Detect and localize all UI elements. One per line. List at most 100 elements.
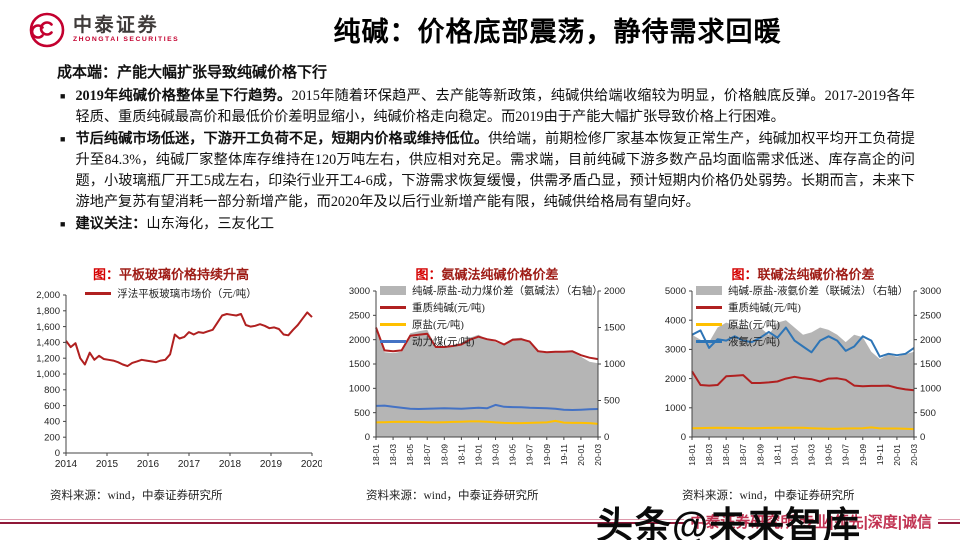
svg-text:2020: 2020 xyxy=(301,459,322,470)
footer-rule-right xyxy=(938,518,960,525)
svg-text:1500: 1500 xyxy=(349,359,370,370)
logo-name-cn: 中泰证券 xyxy=(73,15,160,37)
svg-text:19-09: 19-09 xyxy=(858,444,868,466)
svg-text:18-05: 18-05 xyxy=(405,444,415,466)
watermark: 头条@未来智库 xyxy=(596,505,862,540)
content-heading: 成本端：产能大幅扩张导致纯碱价格下行 xyxy=(57,65,328,81)
footer-rule-left xyxy=(0,518,685,525)
svg-text:600: 600 xyxy=(44,401,60,412)
svg-text:200: 200 xyxy=(44,432,60,443)
svg-text:19-07: 19-07 xyxy=(841,444,851,466)
svg-text:19-03: 19-03 xyxy=(491,444,501,466)
bullet-list: ■ 2019年纯碱价格整体呈下行趋势。2015年随着环保趋严、去产能等新政策，纯碱… xyxy=(57,86,915,235)
chart-legend: 浮法平板玻璃市场价（元/吨） xyxy=(20,286,322,301)
svg-text:1000: 1000 xyxy=(920,384,941,395)
chart-plot: 0 200 400 600 800 1,000 1,200 1,400 1,600 1,800 2,… xyxy=(20,281,323,486)
legend-label: 纯碱-原盐-动力煤价差（氨碱法）（右轴） xyxy=(412,286,603,297)
bullet-marker-icon: ■ xyxy=(60,219,66,230)
legend-line-swatch-icon xyxy=(380,340,406,343)
chart-title-prefix: 图： xyxy=(415,267,442,282)
svg-text:500: 500 xyxy=(354,408,370,419)
legend-label: 液氨(元/吨) xyxy=(728,337,780,348)
svg-text:2018: 2018 xyxy=(219,459,242,470)
legend-line-swatch-icon xyxy=(696,340,722,343)
svg-text:2500: 2500 xyxy=(920,311,941,322)
svg-text:1,800: 1,800 xyxy=(36,306,60,317)
legend-item: 原盐(元/吨) xyxy=(696,317,780,332)
footer: 中泰证券研究所 专业|领先|深度|诚信 xyxy=(0,511,960,532)
charts-row: 图：平板玻璃价格持续升高 浮法平板玻璃市场价（元/吨） 0 200 400 600 800 1… xyxy=(20,264,954,503)
chart-1: 图：平板玻璃价格持续升高 浮法平板玻璃市场价（元/吨） 0 200 400 600 800 1… xyxy=(20,264,323,503)
svg-text:20-01: 20-01 xyxy=(576,444,586,466)
legend-label: 动力煤(元/吨) xyxy=(412,337,475,348)
chart-title: 图：平板玻璃价格持续升高 xyxy=(92,267,250,282)
svg-text:1,000: 1,000 xyxy=(36,369,60,380)
legend-item: 纯碱-原盐-液氨价差（联碱法）（右轴） xyxy=(696,283,908,298)
zhongtai-logo-icon xyxy=(29,12,65,48)
legend-label: 原盐(元/吨) xyxy=(412,320,464,331)
svg-text:800: 800 xyxy=(44,385,60,396)
legend-item: 浮法平板玻璃市场价（元/吨） xyxy=(85,286,257,301)
svg-text:19-05: 19-05 xyxy=(508,444,518,466)
svg-text:2014: 2014 xyxy=(55,459,78,470)
legend-area-swatch-icon xyxy=(696,286,722,295)
legend-line-swatch-icon xyxy=(380,306,406,309)
svg-text:20-03: 20-03 xyxy=(593,444,603,466)
bullet-text: 节后纯碱市场低迷，下游开工负荷不足，短期内价格或维持低位。供给端，前期检修厂家基… xyxy=(75,131,915,210)
chart-title: 图：氨碱法纯碱价格价差 xyxy=(415,267,559,282)
svg-text:19-01: 19-01 xyxy=(789,444,799,466)
svg-text:3000: 3000 xyxy=(349,286,370,297)
legend-label: 纯碱-原盐-液氨价差（联碱法）（右轴） xyxy=(728,286,909,297)
svg-text:18-09: 18-09 xyxy=(755,444,765,466)
svg-text:18-11: 18-11 xyxy=(772,444,782,465)
legend-label: 重质纯碱(元/吨) xyxy=(412,303,485,314)
bullet-item-2: ■ 节后纯碱市场低迷，下游开工负荷不足，短期内价格或维持低位。供给端，前期检修厂家… xyxy=(57,129,915,212)
svg-text:19-09: 19-09 xyxy=(542,444,552,466)
svg-text:18-07: 18-07 xyxy=(738,444,748,466)
legend-item: 纯碱-原盐-动力煤价差（氨碱法）（右轴） xyxy=(380,283,603,298)
chart-canvas: 0 500 1000 1500 2000 2500 3000 0 500 1000 1500 2000… xyxy=(349,286,625,466)
legend-label: 浮法平板玻璃市场价（元/吨） xyxy=(117,289,257,300)
svg-text:18-11: 18-11 xyxy=(456,444,466,465)
page-title: 纯碱：价格底部震荡，静待需求回暖 xyxy=(333,17,782,47)
chart-title: 图：联碱法纯碱价格价差 xyxy=(731,267,875,282)
legend-label: 原盐(元/吨) xyxy=(728,320,780,331)
svg-text:1000: 1000 xyxy=(349,384,370,395)
content-box: 成本端：产能大幅扩张导致纯碱价格下行 ■ 2019年纯碱价格整体呈下行趋势。201… xyxy=(57,61,915,237)
bullet-marker-icon: ■ xyxy=(60,91,66,101)
bullet-lead: 节后纯碱市场低迷，下游开工负荷不足，短期内价格或维持低位。 xyxy=(75,131,489,148)
svg-text:2016: 2016 xyxy=(137,459,160,470)
bullet-lead: 2019年纯碱价格整体呈下行趋势。 xyxy=(75,88,292,104)
chart-3: 图：联碱法纯碱价格价差纯碱-原盐-液氨价差（联碱法）（右轴） 重质纯碱(元/吨) 原… xyxy=(652,264,954,503)
svg-text:19-03: 19-03 xyxy=(807,444,817,466)
svg-text:20-03: 20-03 xyxy=(909,444,919,466)
legend-label: 重质纯碱(元/吨) xyxy=(728,303,801,314)
svg-text:19-05: 19-05 xyxy=(824,444,834,466)
svg-text:2017: 2017 xyxy=(178,459,201,470)
svg-text:1,200: 1,200 xyxy=(36,353,60,364)
footer-slogan: 中泰证券研究所 专业|领先|深度|诚信 xyxy=(690,514,932,531)
chart-title-prefix: 图： xyxy=(731,267,758,282)
legend-area-swatch-icon xyxy=(380,286,406,295)
svg-text:0: 0 xyxy=(681,432,686,443)
legend-line-swatch-icon xyxy=(380,323,406,326)
svg-text:1000: 1000 xyxy=(665,403,686,414)
bullet-lead: 建议关注： xyxy=(75,216,147,233)
bullet-text: 2019年纯碱价格整体呈下行趋势。2015年随着环保趋严、去产能等新政策，纯碱供… xyxy=(75,88,915,125)
svg-text:3000: 3000 xyxy=(665,345,686,356)
svg-text:19-11: 19-11 xyxy=(559,444,569,465)
svg-text:2000: 2000 xyxy=(604,286,625,297)
chart-source: 资料来源：wind，中泰证券研究所 xyxy=(682,490,855,502)
svg-text:2019: 2019 xyxy=(260,459,283,470)
bullet-item-3: ■ 建议关注：山东海化，三友化工 xyxy=(57,214,915,235)
svg-text:2,000: 2,000 xyxy=(36,290,60,301)
svg-text:18-01: 18-01 xyxy=(371,444,381,466)
logo-name-en: ZHONGTAI SECURITIES xyxy=(73,36,180,44)
svg-text:18-05: 18-05 xyxy=(721,444,731,466)
svg-text:18-03: 18-03 xyxy=(388,444,398,466)
svg-text:0: 0 xyxy=(920,432,925,443)
svg-text:20-01: 20-01 xyxy=(892,444,902,466)
svg-text:2000: 2000 xyxy=(920,335,941,346)
svg-text:1,400: 1,400 xyxy=(36,338,60,349)
bullet-item-1: ■ 2019年纯碱价格整体呈下行趋势。2015年随着环保趋严、去产能等新政策，纯碱… xyxy=(57,86,915,127)
